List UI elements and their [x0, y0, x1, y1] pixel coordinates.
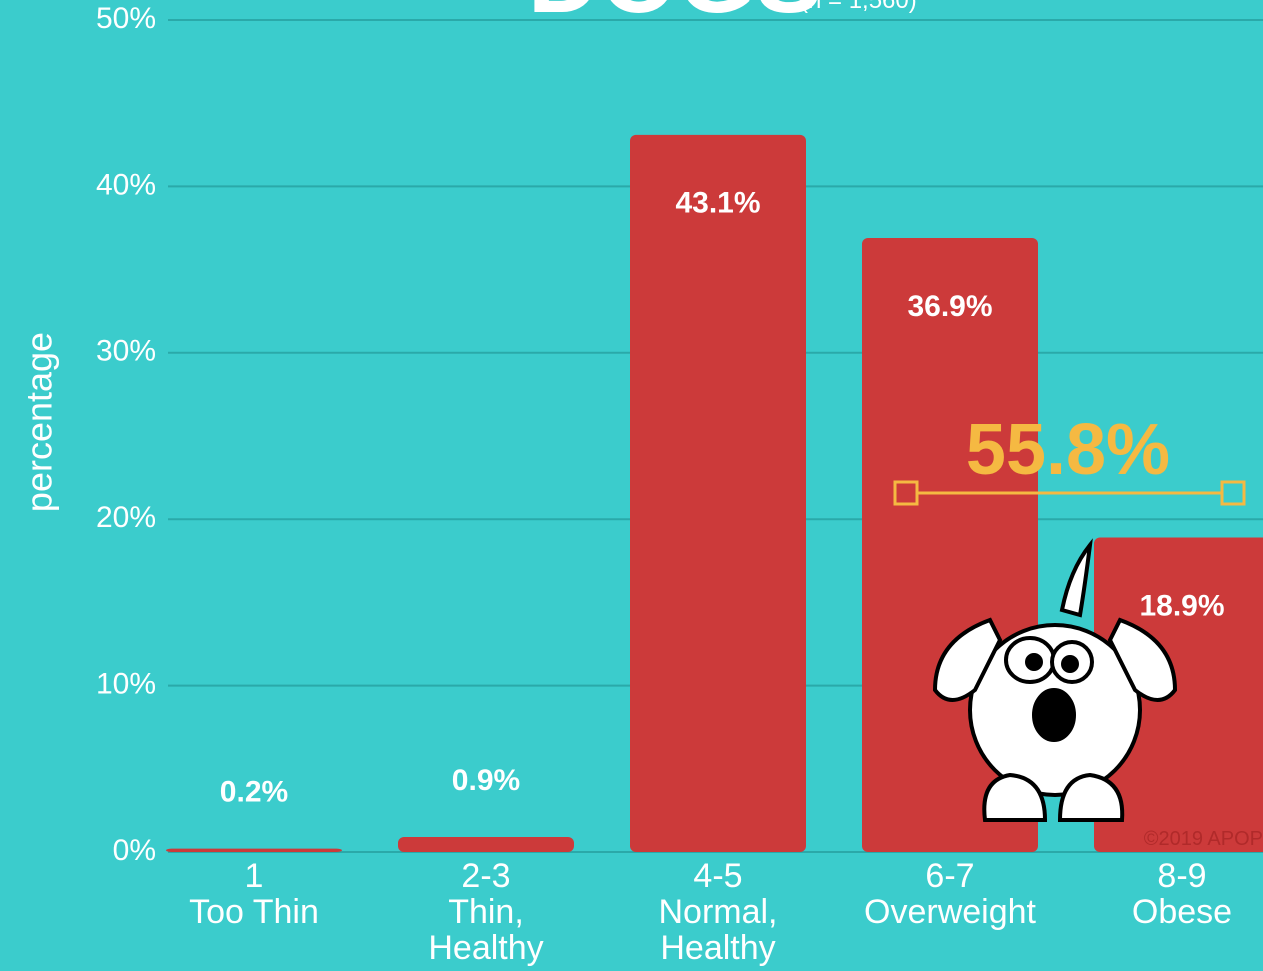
value-label: 0.2% [220, 776, 288, 809]
x-tick-label: 8-9 [1157, 857, 1206, 895]
bar [166, 849, 342, 852]
y-tick-label: 0% [113, 834, 156, 867]
y-tick-label: 10% [96, 668, 156, 701]
dog-pupil [1027, 655, 1041, 669]
x-tick-label: 2-3 [461, 857, 510, 895]
x-tick-label: Healthy [660, 929, 775, 967]
x-tick-label: Obese [1132, 893, 1232, 931]
dog-tail [1062, 545, 1090, 615]
chart-title: DOGS [528, 0, 822, 34]
y-tick-label: 50% [96, 2, 156, 35]
x-tick-label: Thin, [448, 893, 524, 931]
bar [630, 135, 806, 852]
y-axis-label: percentage [19, 332, 60, 512]
y-tick-label: 30% [96, 335, 156, 368]
x-tick-label: Too Thin [189, 893, 319, 931]
chart-subtitle: (n = 1,560) [800, 0, 917, 14]
y-tick-label: 20% [96, 501, 156, 534]
value-label: 36.9% [907, 290, 992, 323]
dog-pupil [1063, 657, 1077, 671]
x-tick-label: Healthy [428, 929, 543, 967]
annotation: 55.8% [966, 410, 1170, 490]
dog-nose [1034, 690, 1074, 740]
x-tick-label: Normal, [658, 893, 777, 931]
page: {"chart_data": {"type": "bar", "title": … [0, 0, 1263, 971]
y-tick-label: 40% [96, 168, 156, 201]
value-label: 0.9% [452, 764, 520, 797]
value-label: 18.9% [1139, 589, 1224, 622]
x-tick-label: 1 [245, 857, 264, 895]
bar [398, 837, 574, 852]
x-tick-label: Overweight [864, 893, 1037, 931]
bracket-end [1222, 482, 1244, 504]
value-label: 43.1% [675, 187, 760, 220]
x-tick-label: 4-5 [693, 857, 742, 895]
credit: ©2019 APOP [1144, 828, 1263, 850]
x-tick-label: 6-7 [925, 857, 974, 895]
chart: DOGS (n = 1,560) percentage 0% 10% 20% 30% 4… [0, 0, 1263, 971]
